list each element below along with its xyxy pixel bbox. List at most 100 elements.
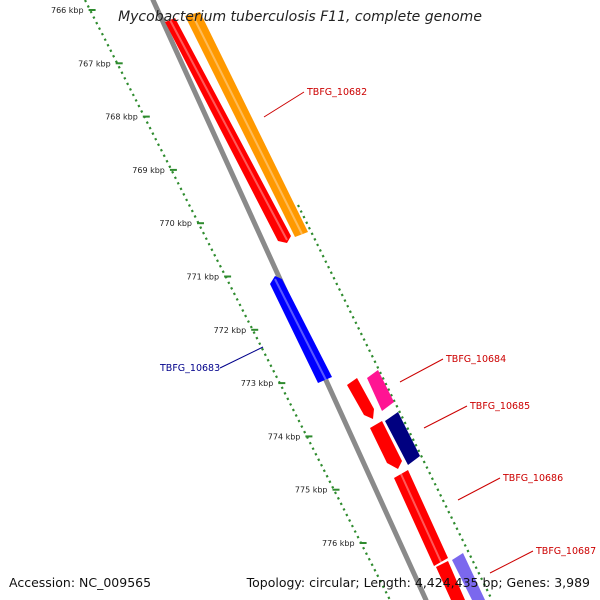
gene-tbfg-10682[interactable] — [185, 12, 308, 237]
scale-dot — [384, 590, 388, 594]
scale-dot — [332, 276, 336, 280]
scale-dot — [109, 49, 113, 53]
scale-dot — [100, 32, 104, 36]
leader-tbfg-10682 — [263, 91, 305, 118]
scale-dot — [362, 546, 366, 550]
scale-dot — [227, 281, 231, 285]
scale-dot — [252, 331, 256, 335]
scale-dot — [461, 538, 464, 542]
scale-dot — [350, 524, 354, 528]
scale-dot — [159, 148, 163, 152]
label-tbfg-10684[interactable]: TBFG_10684 — [445, 354, 506, 365]
scale-dot — [395, 404, 399, 408]
scale-dot — [131, 93, 135, 97]
scale-dot — [154, 137, 158, 141]
scale-dot — [422, 460, 426, 464]
scale-dot — [477, 571, 481, 575]
scale-dot — [488, 594, 492, 598]
scale-dot — [430, 477, 434, 481]
scale-dot — [244, 314, 248, 318]
label-tbfg-10685[interactable]: TBFG_10685 — [469, 401, 530, 412]
scale-dot — [485, 588, 489, 592]
scale-dot — [123, 76, 127, 80]
scale-dot — [249, 325, 253, 329]
scale-dot — [428, 471, 432, 475]
scale-tick-label: 771 kbp — [186, 273, 219, 282]
scale-dot — [106, 43, 110, 47]
scale-dot — [216, 259, 219, 263]
scale-dot — [221, 270, 225, 274]
scale-dot — [202, 231, 205, 235]
scale-dot — [286, 397, 290, 401]
gene-tbfg-10687[interactable] — [452, 553, 485, 600]
scale-dot — [98, 27, 101, 31]
scale-dot — [439, 493, 443, 497]
scale-dot — [340, 293, 344, 297]
scale-dot — [338, 288, 341, 291]
gene-tbfg-10686[interactable] — [394, 470, 448, 566]
scale-dot — [317, 458, 321, 462]
scale-dot — [316, 243, 320, 247]
label-tbfg-10686[interactable]: TBFG_10686 — [502, 473, 563, 484]
gene-tbfg-10685[interactable] — [385, 412, 420, 465]
gene-red-feature-2[interactable] — [347, 378, 374, 419]
gene-highlights — [169, 13, 442, 563]
scale-dot — [165, 159, 169, 163]
scale-dot — [400, 416, 404, 419]
scale-dot — [300, 425, 304, 429]
scale-dot — [482, 582, 486, 586]
scale-dot — [379, 371, 382, 375]
scale-tick-label: 775 kbp — [295, 486, 328, 495]
scale-dot — [392, 399, 396, 403]
scale-dot — [145, 121, 149, 125]
label-tbfg-10682[interactable]: TBFG_10682 — [306, 87, 367, 98]
gene-red-feature[interactable] — [165, 18, 291, 243]
scale-dot — [148, 126, 152, 130]
label-tbfg-10687[interactable]: TBFG_10687 — [535, 546, 596, 557]
scale-dot — [336, 496, 340, 500]
scale-dot — [126, 82, 130, 86]
scale-dot — [137, 104, 141, 108]
gene-red-feature-3[interactable] — [370, 421, 402, 469]
scale-dot — [185, 198, 189, 202]
scale-dot — [353, 530, 357, 534]
scale-dot — [193, 215, 197, 218]
gene-red-feature-4[interactable] — [436, 561, 465, 600]
gene-tbfg-10683[interactable] — [270, 276, 332, 383]
scale-tick-labels: 766 kbp 767 kbp 768 kbp 769 kbp 770 kbp 771 k… — [51, 6, 367, 548]
scale-track — [84, 0, 492, 600]
scale-tick-label: 770 kbp — [159, 219, 192, 228]
scale-dot — [322, 469, 326, 473]
scale-dot — [368, 349, 372, 353]
scale-dot — [120, 71, 124, 75]
scale-dot — [362, 338, 366, 342]
leader-tbfg-10687 — [489, 550, 534, 574]
label-tbfg-10683[interactable]: TBFG_10683 — [159, 363, 220, 374]
scale-dot — [356, 535, 360, 539]
gene-tbfg-10684[interactable] — [367, 370, 394, 411]
scale-dot — [455, 527, 459, 531]
scale-dot — [95, 21, 99, 25]
scale-dot — [325, 474, 329, 478]
scale-dot — [303, 430, 307, 434]
scale-dot — [210, 248, 214, 252]
scale-dot — [376, 365, 380, 369]
scale-dot — [318, 249, 322, 252]
scale-dot — [348, 310, 352, 314]
scale-dot — [310, 232, 314, 236]
scale-dot — [346, 304, 350, 308]
scale-dot — [409, 432, 412, 436]
scale-dot — [348, 519, 352, 522]
scale-dot — [291, 408, 295, 412]
scale-dot — [207, 242, 211, 246]
scale-dot — [379, 579, 382, 583]
leader-tbfg-10683 — [219, 346, 264, 369]
scale-dot — [458, 532, 462, 536]
scale-dot — [305, 221, 309, 225]
scale-dot — [359, 332, 363, 336]
scale-dot — [266, 358, 270, 362]
scale-dot — [232, 292, 236, 296]
scale-dot — [173, 176, 177, 180]
scale-dot — [321, 254, 325, 258]
scale-dot — [373, 360, 377, 364]
